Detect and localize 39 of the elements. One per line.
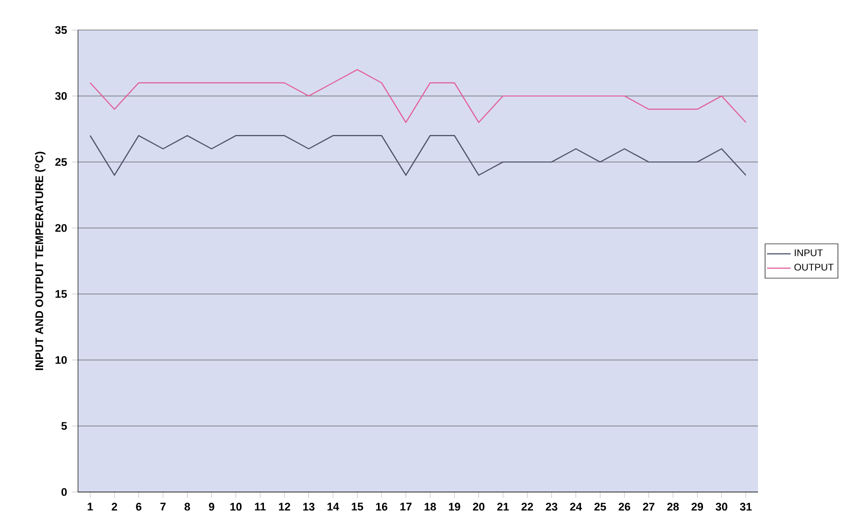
x-tick-label: 1	[88, 502, 93, 510]
x-tick-label: 31	[740, 502, 752, 511]
x-tick-label: 23	[546, 502, 558, 511]
x-tick-label: 19	[448, 502, 460, 511]
x-tick-label: 27	[642, 502, 654, 511]
x-tick-label: 28	[667, 502, 679, 511]
x-tick-label: 2	[112, 502, 118, 511]
x-tick-label: 21	[497, 502, 509, 511]
legend-label: OUTPUT	[794, 264, 834, 271]
y-axis-title: INPUT AND OUTPUT TEMPERATURE ($^{o}$C)	[34, 152, 46, 370]
x-tick-label: 16	[376, 502, 388, 511]
y-tick-label: 5	[61, 422, 67, 430]
x-tick-label: 7	[160, 502, 166, 510]
x-tick-label: 22	[522, 502, 533, 511]
y-tick-label: 10	[56, 356, 67, 364]
y-tick-label: 0	[61, 488, 67, 496]
y-tick-label: 30	[55, 92, 67, 100]
x-tick-label: 14	[328, 502, 340, 510]
x-tick-label: 10	[230, 502, 242, 511]
x-tick-label: 30	[716, 502, 728, 511]
x-tick-label: 9	[208, 502, 214, 511]
x-tick-label: 15	[352, 502, 364, 511]
y-tick-label: 25	[55, 158, 67, 166]
x-tick-label: 11	[254, 502, 266, 510]
x-tick-label: 8	[184, 502, 190, 511]
x-tick-label: 6	[136, 502, 142, 511]
x-tick-label: 17	[400, 502, 412, 510]
x-tick-label: 25	[594, 502, 606, 511]
x-tick-label: 24	[570, 502, 582, 511]
x-tick-label: 26	[618, 502, 630, 511]
x-tick-label: 13	[303, 502, 314, 511]
legend-label: INPUT	[794, 249, 823, 256]
x-tick-label: 20	[472, 502, 484, 511]
x-tick-label: 18	[424, 502, 436, 511]
x-tick-label: 29	[692, 502, 704, 511]
y-tick-label: 35	[55, 26, 67, 34]
y-tick-label: 20	[55, 224, 67, 232]
y-tick-label: 15	[56, 290, 67, 298]
x-tick-label: 12	[278, 502, 290, 511]
